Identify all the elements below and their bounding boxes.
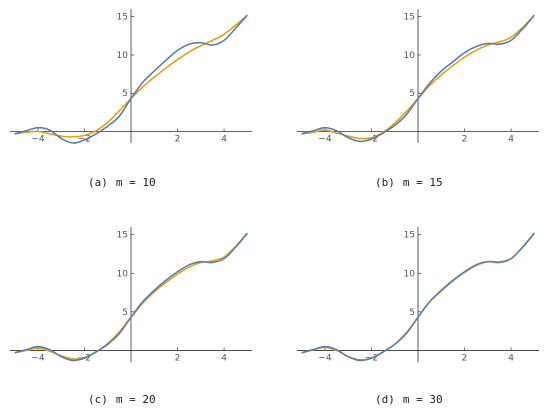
x-tick-label: −4 bbox=[318, 135, 332, 145]
y-tick-label: 15 bbox=[404, 13, 415, 23]
x-tick-label: −4 bbox=[31, 135, 45, 145]
panel-caption-label: (a) bbox=[88, 176, 108, 189]
x-tick-label: −4 bbox=[31, 353, 45, 363]
panel-caption: (b) m = 15 bbox=[375, 176, 443, 189]
x-tick-label: −4 bbox=[318, 353, 332, 363]
panel-caption-text: m = 10 bbox=[116, 176, 156, 189]
y-tick-label: 10 bbox=[117, 269, 129, 279]
panel-caption-text: m = 30 bbox=[403, 393, 443, 406]
panel-caption: (c) m = 20 bbox=[88, 393, 156, 406]
series-line-approximation bbox=[301, 232, 535, 362]
panel-caption: (d) m = 30 bbox=[375, 393, 443, 406]
panel-caption-label: (b) bbox=[375, 176, 395, 189]
x-tick-label: 4 bbox=[508, 135, 514, 145]
x-tick-label: 4 bbox=[508, 353, 514, 363]
y-tick-label: 10 bbox=[404, 269, 416, 279]
y-tick-label: 10 bbox=[117, 51, 129, 61]
panel-caption: (a) m = 10 bbox=[88, 176, 156, 189]
series-line-approximation bbox=[14, 232, 248, 362]
panel-caption-label: (c) bbox=[88, 393, 108, 406]
y-tick-label: 5 bbox=[122, 308, 128, 318]
panel-caption-label: (d) bbox=[375, 393, 395, 406]
x-tick-label: 2 bbox=[175, 135, 181, 145]
y-tick-label: 5 bbox=[122, 89, 128, 99]
series-line-approximation bbox=[14, 14, 248, 144]
x-tick-label: 2 bbox=[462, 353, 468, 363]
y-tick-label: 5 bbox=[409, 89, 415, 99]
y-tick-label: 15 bbox=[117, 13, 128, 23]
x-tick-label: 4 bbox=[221, 353, 227, 363]
panel-caption-text: m = 15 bbox=[403, 176, 443, 189]
y-tick-label: 15 bbox=[117, 231, 128, 241]
y-tick-label: 15 bbox=[404, 231, 415, 241]
x-tick-label: 2 bbox=[175, 353, 181, 363]
x-tick-label: 2 bbox=[462, 135, 468, 145]
y-tick-label: 10 bbox=[404, 51, 416, 61]
series-line-approximation bbox=[301, 14, 535, 143]
panel-caption-text: m = 20 bbox=[116, 393, 156, 406]
y-tick-label: 5 bbox=[409, 308, 415, 318]
x-tick-label: 4 bbox=[221, 135, 227, 145]
